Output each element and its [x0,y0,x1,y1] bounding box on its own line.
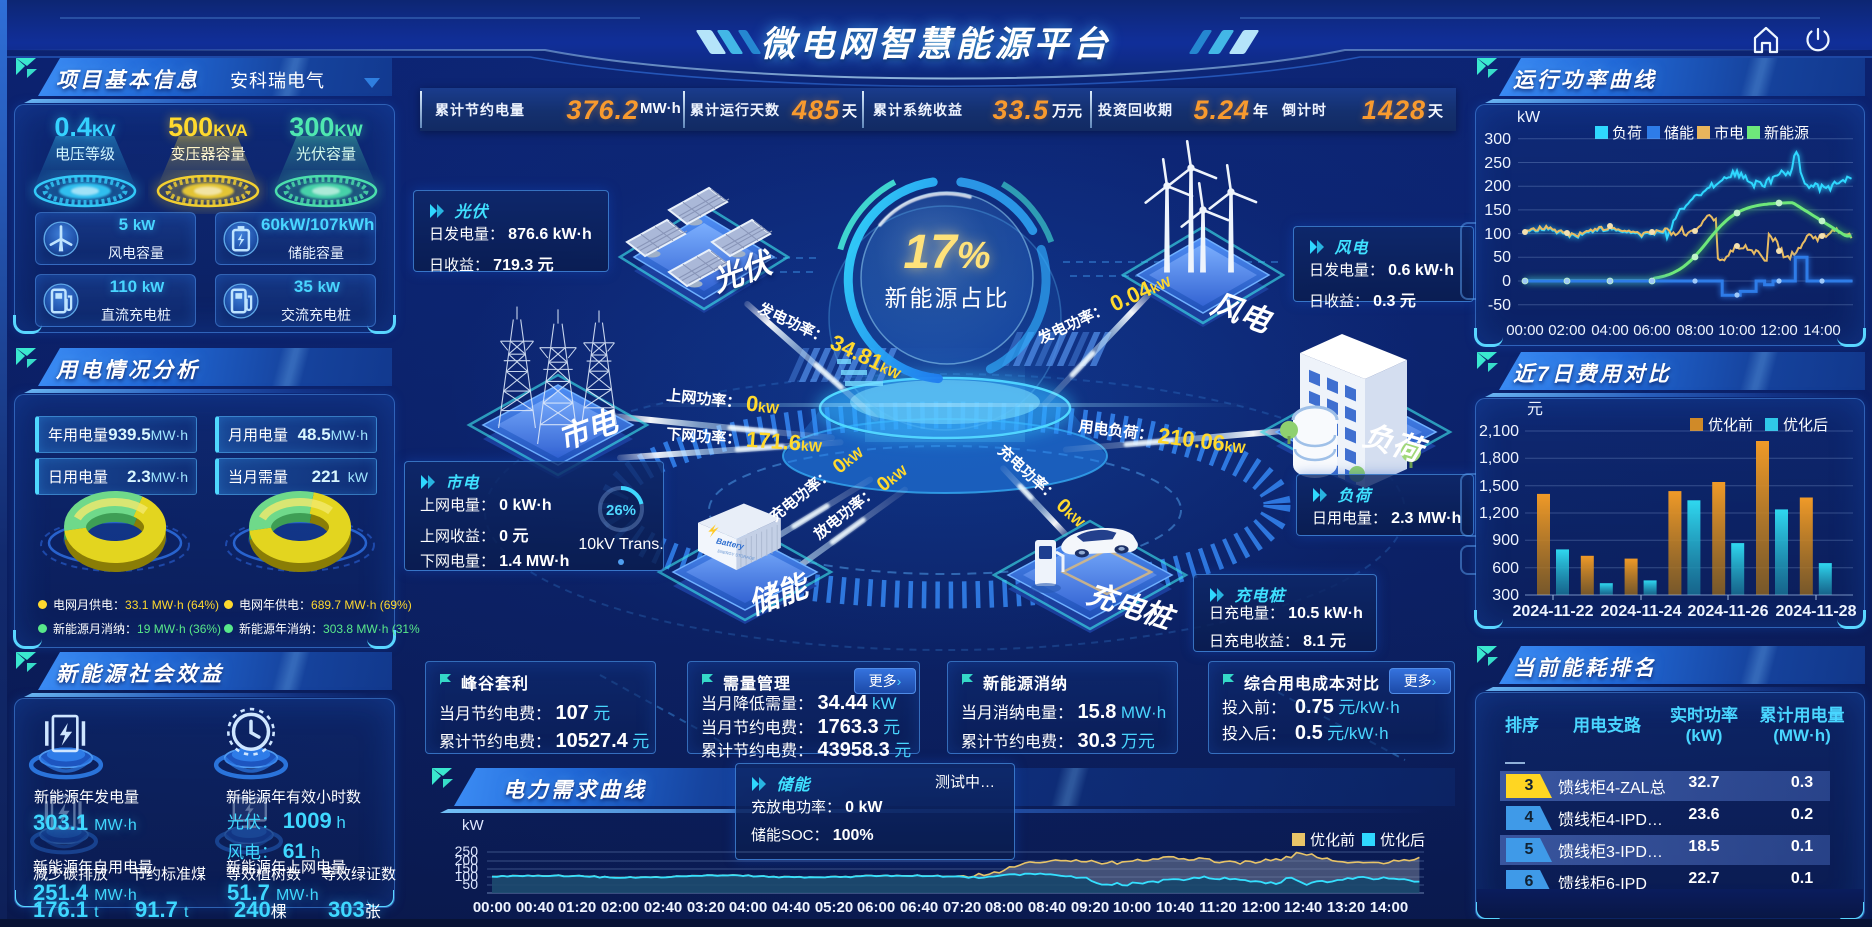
svg-text:下网功率：: 下网功率： [666,425,742,448]
svg-text:06:00: 06:00 [857,899,895,916]
svg-text:10:00: 10:00 [1718,322,1756,339]
svg-text:300: 300 [1492,587,1519,604]
svg-text:05:20: 05:20 [815,899,853,916]
svg-text:2024-11-24: 2024-11-24 [1601,603,1682,620]
svg-text:02:00: 02:00 [601,899,639,916]
svg-text:08:00: 08:00 [985,899,1023,916]
svg-text:12:00: 12:00 [1760,322,1798,339]
svg-text:08:40: 08:40 [1028,899,1066,916]
svg-text:1,200: 1,200 [1479,505,1519,522]
svg-text:11:20: 11:20 [1199,899,1237,916]
svg-text:10:00: 10:00 [1113,899,1151,916]
svg-text:元: 元 [1527,401,1543,418]
svg-text:00:40: 00:40 [516,899,554,916]
svg-text:03:20: 03:20 [687,899,725,916]
svg-text:50: 50 [1493,249,1511,266]
svg-text:1,500: 1,500 [1479,478,1519,495]
svg-text:600: 600 [1492,560,1519,577]
svg-text:0kW: 0kW [745,390,781,418]
svg-text:00:00: 00:00 [473,899,511,916]
svg-text:优化后: 优化后 [1783,417,1828,434]
svg-text:250: 250 [1484,155,1511,172]
svg-text:2024-11-26: 2024-11-26 [1688,603,1769,620]
svg-text:14:00: 14:00 [1370,899,1408,916]
svg-text:14:00: 14:00 [1803,322,1841,339]
svg-text:新能源占比: 新能源占比 [885,285,1010,311]
svg-text:12:00: 12:00 [1242,899,1280,916]
svg-text:300: 300 [1484,131,1511,148]
svg-text:13:20: 13:20 [1327,899,1365,916]
svg-text:1,800: 1,800 [1479,450,1519,467]
svg-text:2,100: 2,100 [1479,423,1519,440]
svg-text:00:00: 00:00 [1506,322,1544,339]
svg-text:-50: -50 [1488,297,1511,314]
svg-text:17%: 17% [903,226,990,279]
svg-text:26%: 26% [606,502,636,519]
svg-text:100: 100 [1484,226,1511,243]
svg-text:2024-11-28: 2024-11-28 [1776,603,1857,620]
svg-text:10:40: 10:40 [1156,899,1194,916]
svg-text:12:40: 12:40 [1284,899,1322,916]
svg-text:0: 0 [1502,273,1511,290]
svg-text:900: 900 [1492,532,1519,549]
svg-text:上网功率：: 上网功率： [666,386,742,412]
svg-text:储能: 储能 [1664,125,1694,142]
svg-text:kW: kW [1517,109,1541,126]
svg-text:10kV Trans.: 10kV Trans. [578,536,663,553]
svg-text:04:00: 04:00 [729,899,767,916]
svg-text:2024-11-22: 2024-11-22 [1513,603,1594,620]
svg-text:06:40: 06:40 [900,899,938,916]
svg-text:负荷: 负荷 [1612,125,1642,142]
svg-text:新能源: 新能源 [1764,125,1809,142]
svg-text:02:00: 02:00 [1548,322,1586,339]
svg-text:风电: 风电 [1207,288,1277,340]
svg-text:02:40: 02:40 [644,899,682,916]
svg-text:06:00: 06:00 [1633,322,1671,339]
svg-text:150: 150 [1484,202,1511,219]
svg-text:优化前: 优化前 [1708,417,1753,434]
svg-text:市电: 市电 [1714,125,1744,142]
svg-text:04:40: 04:40 [772,899,810,916]
svg-text:07:20: 07:20 [943,899,981,916]
svg-text:210.06kW: 210.06kW [1157,423,1248,459]
svg-text:01:20: 01:20 [558,899,596,916]
svg-text:200: 200 [1484,178,1511,195]
svg-text:04:00: 04:00 [1591,322,1629,339]
svg-text:09:20: 09:20 [1071,899,1109,916]
svg-text:08:00: 08:00 [1676,322,1714,339]
